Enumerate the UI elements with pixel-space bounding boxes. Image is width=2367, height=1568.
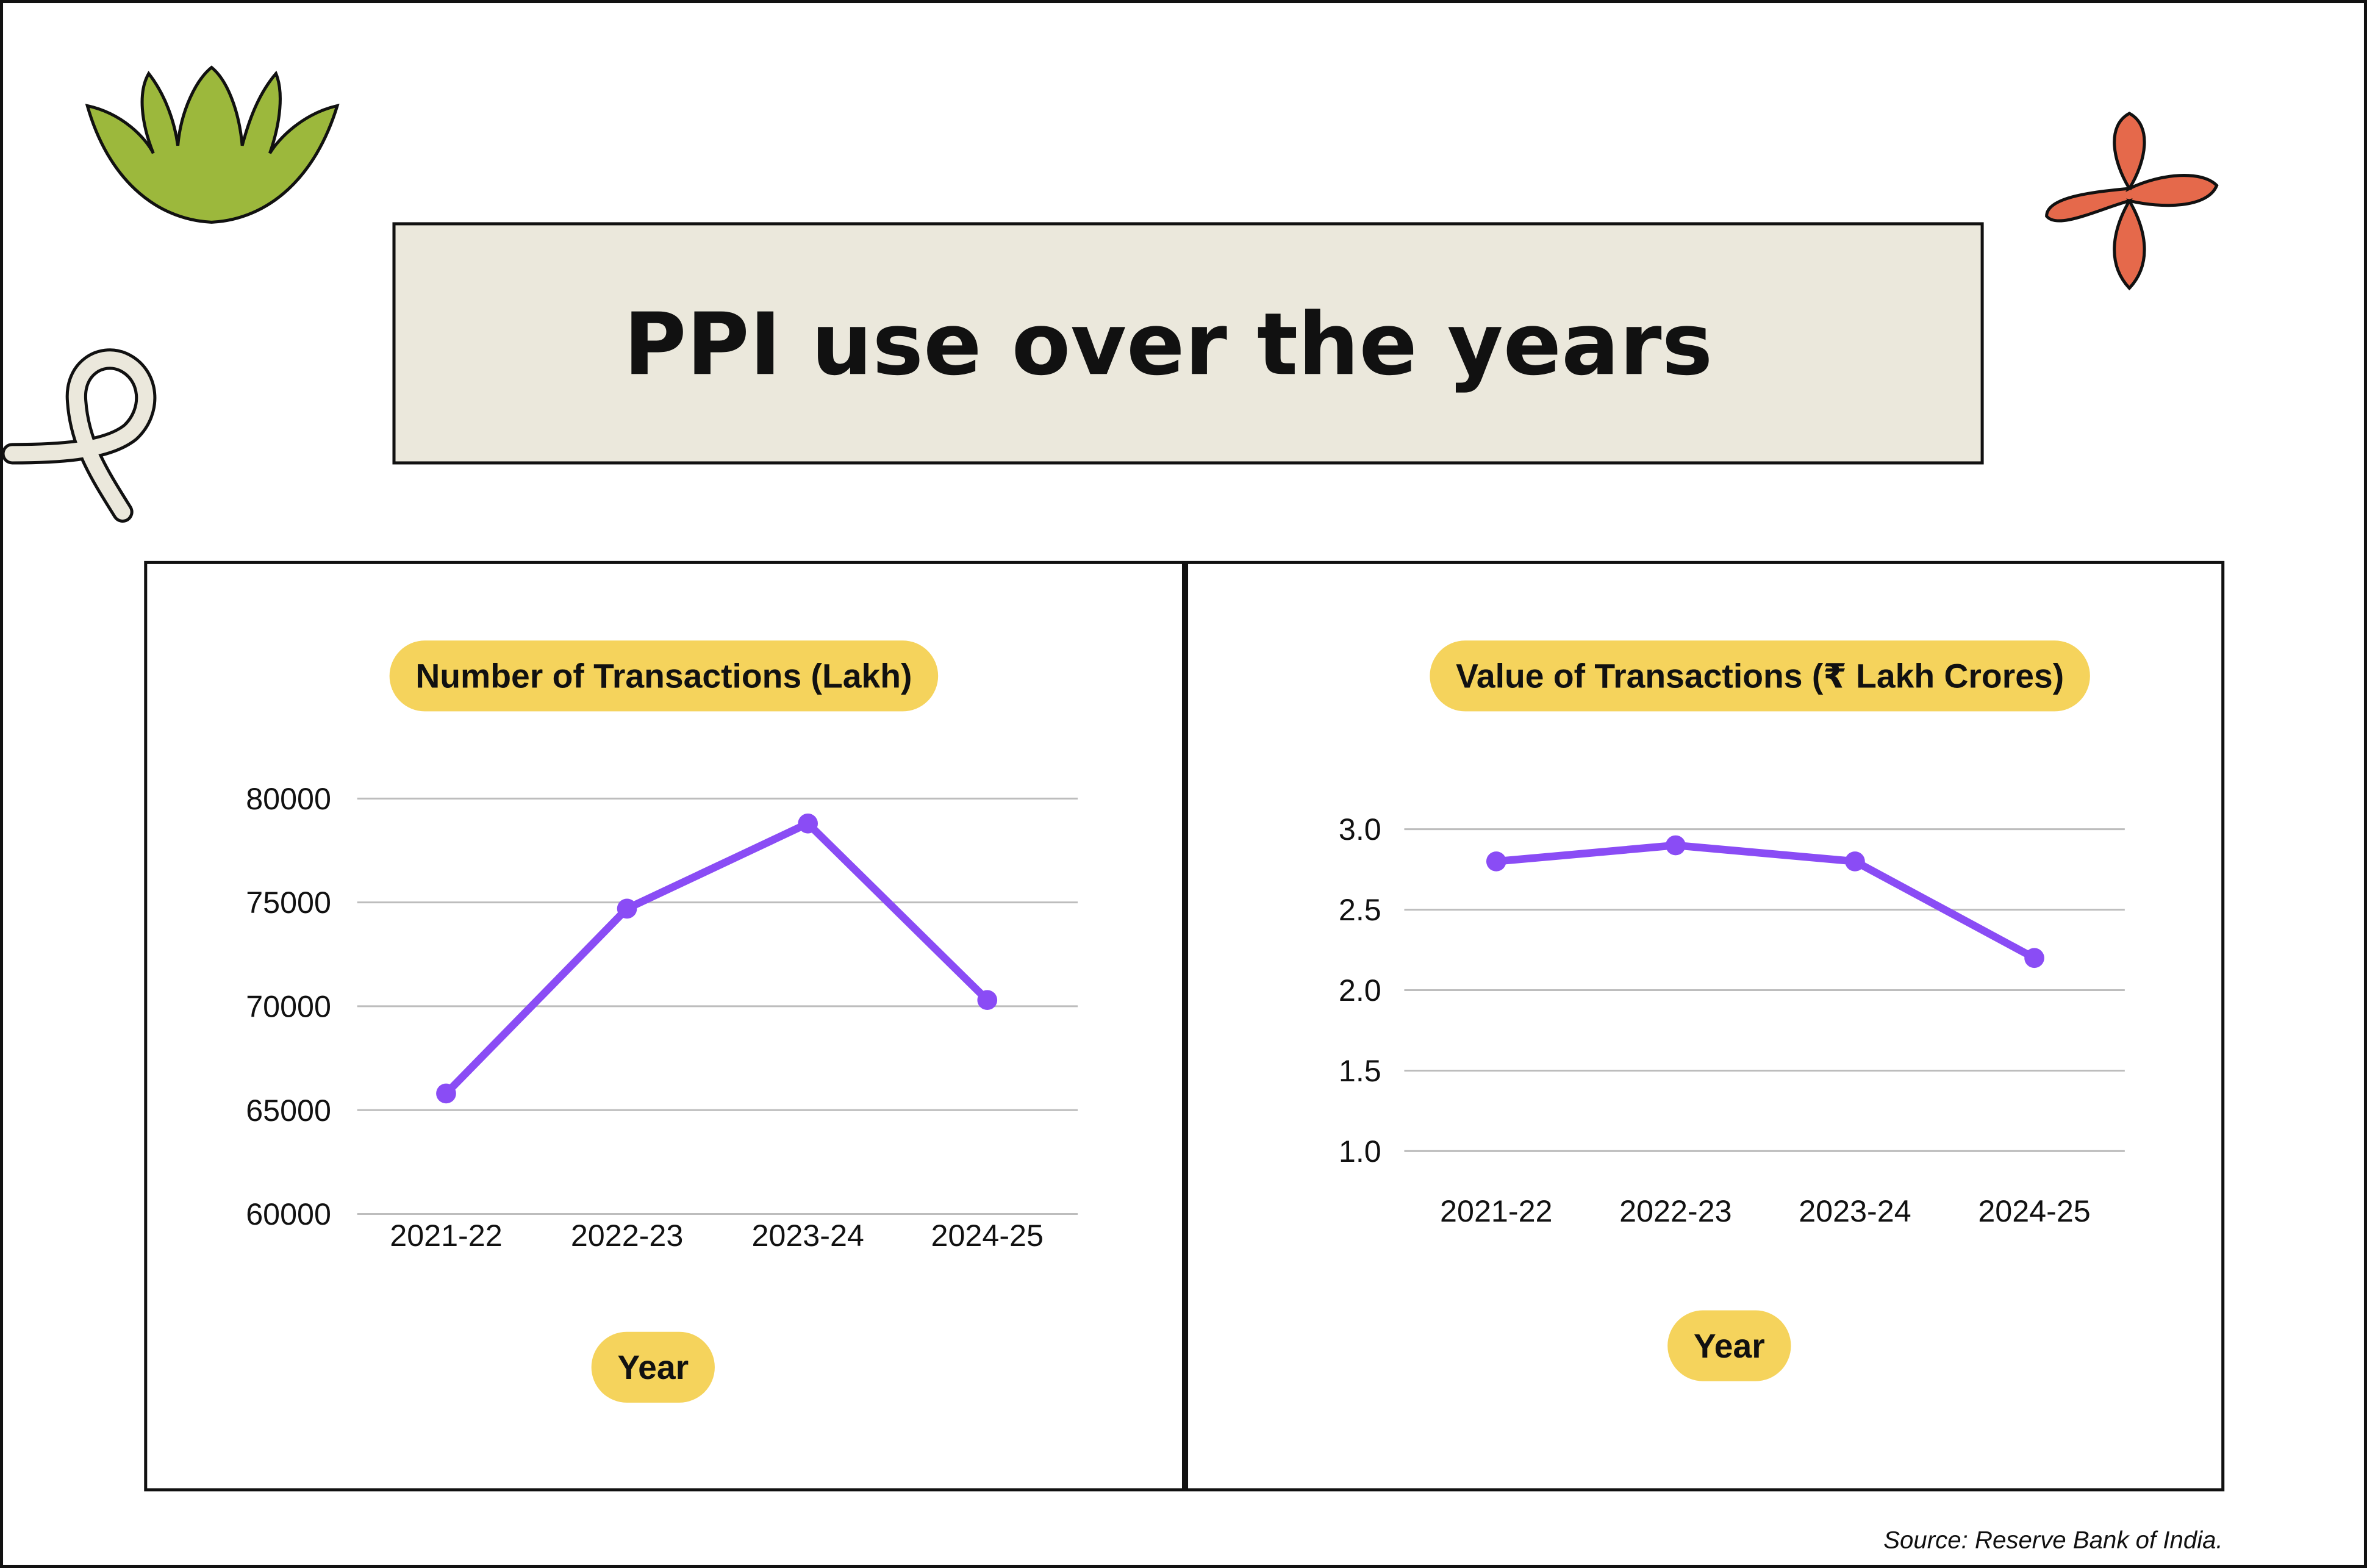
y-tick-label: 75000 — [246, 886, 331, 920]
x-axis-title-pill-label: Year — [1694, 1327, 1765, 1365]
chart-title-pill-background — [389, 640, 939, 712]
data-point — [798, 813, 818, 834]
chart-title-pill-label: Value of Transactions (₹ Lakh Crores) — [1456, 657, 2064, 695]
chart-title-pill: Value of Transactions (₹ Lakh Crores) — [1430, 640, 2090, 712]
data-point — [1845, 851, 1865, 872]
series-line — [442, 819, 992, 1098]
y-tick-label: 1.0 — [1339, 1134, 1381, 1169]
x-tick-label: 2023-24 — [751, 1219, 864, 1253]
x-axis-title-pill-label: Year — [617, 1348, 689, 1386]
y-tick-label: 60000 — [246, 1197, 331, 1231]
source-note: Source: Reserve Bank of India. — [1883, 1526, 2222, 1553]
x-tick-label: 2022-23 — [1619, 1194, 1731, 1228]
y-tick-label: 70000 — [246, 990, 331, 1024]
y-tick-label: 80000 — [246, 782, 331, 816]
x-tick-label: 2024-25 — [931, 1219, 1044, 1253]
leaf-icon — [85, 65, 340, 224]
x-axis-title-pill: Year — [591, 1331, 715, 1403]
chart-title-pill: Number of Transactions (Lakh) — [389, 640, 939, 712]
data-point — [977, 990, 998, 1011]
chart-transactions-value: Value of Transactions (₹ Lakh Crores) 1.0… — [1339, 640, 2125, 1381]
chart-transactions-count: Number of Transactions (Lakh) 60000 65000 7… — [246, 640, 1078, 1403]
x-axis-title-pill-background — [1667, 1310, 1791, 1381]
y-tick-label: 2.5 — [1339, 893, 1381, 927]
title-box — [392, 222, 1984, 465]
x-axis-title-pill: Year — [1667, 1310, 1791, 1381]
x-axis-title-pill-background — [591, 1331, 715, 1403]
y-tick-label: 1.5 — [1339, 1054, 1381, 1088]
x-tick-label: 2022-23 — [571, 1219, 683, 1253]
series-line — [1492, 841, 2038, 962]
flower-icon — [2045, 112, 2219, 291]
y-tick-label: 3.0 — [1339, 812, 1381, 847]
x-tick-label: 2024-25 — [1978, 1194, 2090, 1228]
data-point — [617, 898, 637, 919]
x-tick-label: 2021-22 — [1440, 1194, 1552, 1228]
data-point — [436, 1083, 456, 1104]
y-tick-label: 2.0 — [1339, 973, 1381, 1008]
data-point — [2024, 948, 2044, 968]
chart-title-pill-label: Number of Transactions (Lakh) — [415, 657, 912, 695]
y-tick-label: 65000 — [246, 1094, 331, 1128]
data-point — [1666, 835, 1686, 856]
x-tick-label: 2021-22 — [390, 1219, 502, 1253]
page-title: PPI use over the years — [623, 295, 1713, 395]
loop-icon — [1, 348, 157, 523]
data-point — [1486, 851, 1506, 872]
chart-title-pill-background — [1430, 640, 2090, 712]
x-tick-label: 2023-24 — [1799, 1194, 1911, 1228]
